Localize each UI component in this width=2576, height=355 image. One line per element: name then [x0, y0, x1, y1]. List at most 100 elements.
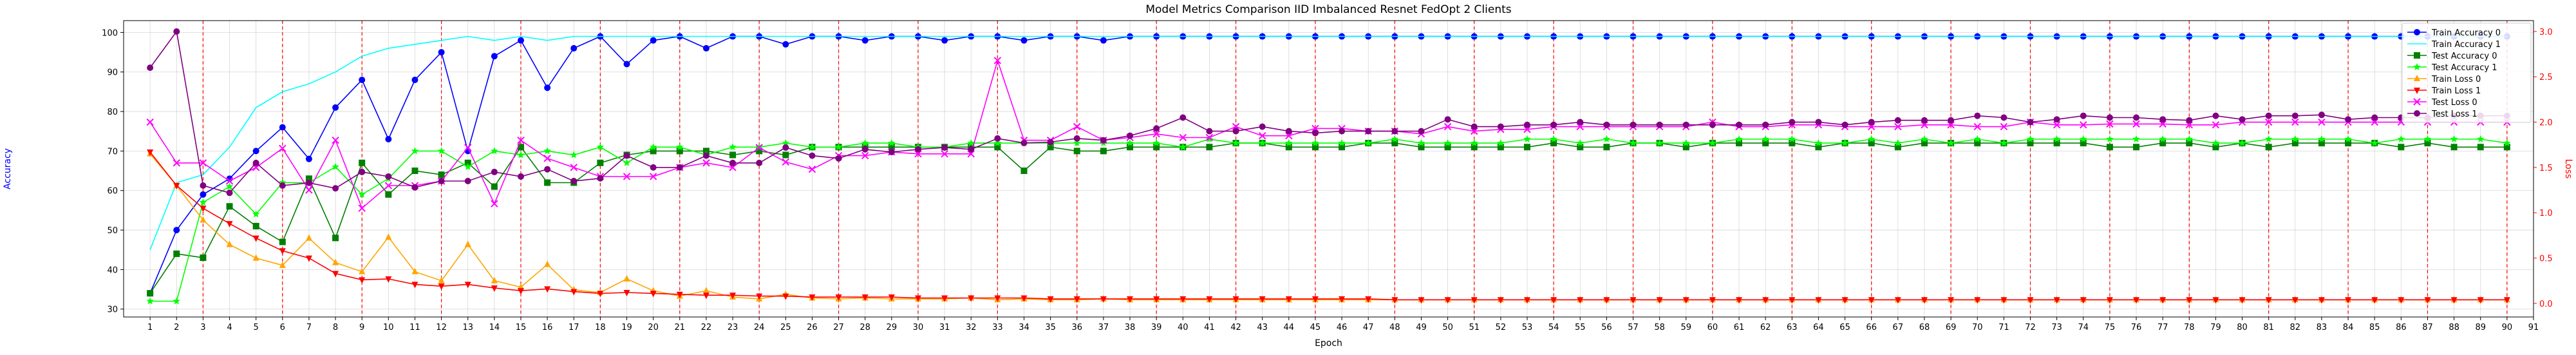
data-point [2133, 297, 2140, 304]
data-point [1550, 297, 1557, 304]
x-tick-label: 17 [569, 323, 579, 332]
x-tick-label: 76 [2131, 323, 2142, 332]
data-point [809, 294, 816, 302]
data-point [1550, 135, 1557, 142]
x-tick-label: 27 [833, 323, 844, 332]
data-point [1550, 140, 1557, 147]
data-point [1894, 144, 1901, 151]
x-tick-label: 61 [1734, 323, 1745, 332]
data-point [517, 136, 525, 144]
data-point [2414, 29, 2420, 35]
data-point [2159, 116, 2167, 123]
data-point [2080, 135, 2087, 142]
x-tick-label: 8 [333, 323, 338, 332]
data-point [279, 182, 286, 189]
data-point [1736, 297, 1743, 304]
data-point [2345, 297, 2352, 304]
data-point [1948, 297, 1955, 304]
data-point [411, 184, 418, 191]
data-point [676, 291, 683, 298]
data-point [1259, 296, 1266, 303]
x-tick-label: 63 [1787, 323, 1798, 332]
x-tick-label: 14 [489, 323, 500, 332]
data-point [808, 165, 816, 173]
data-point [756, 148, 763, 155]
data-point [2000, 297, 2007, 304]
data-point [252, 210, 260, 218]
data-point [2053, 135, 2061, 142]
data-point [2080, 140, 2087, 147]
data-point [861, 37, 869, 44]
data-point [570, 44, 578, 52]
x-tick-label: 29 [887, 323, 898, 332]
data-point [517, 144, 524, 151]
data-point [1656, 121, 1663, 128]
data-point [252, 159, 259, 166]
data-point [649, 173, 657, 180]
data-point [2371, 297, 2378, 304]
x-tick-label: 21 [674, 323, 685, 332]
x-tick-label: 53 [1522, 323, 1533, 332]
data-point [994, 144, 1001, 151]
x-tick-label: 5 [254, 323, 259, 332]
x-tick-label: 39 [1151, 323, 1162, 332]
legend-label: Test Accuracy 0 [2431, 52, 2497, 61]
data-point [888, 294, 895, 302]
data-point [968, 295, 975, 302]
data-point [2291, 112, 2299, 119]
legend-item: Test Accuracy 0 [2407, 52, 2497, 61]
data-point [358, 190, 366, 198]
x-tick-label: 90 [2502, 323, 2513, 332]
data-point [967, 139, 975, 146]
data-point [1656, 297, 1663, 304]
y-axis-label-right: Loss [2563, 159, 2573, 179]
data-point [1603, 121, 1610, 128]
data-point [332, 162, 339, 170]
data-point [650, 148, 657, 155]
data-point [1630, 297, 1637, 304]
data-point [2477, 297, 2484, 304]
data-point [332, 258, 339, 265]
x-tick-label: 2 [174, 323, 179, 332]
data-point [2186, 117, 2193, 124]
data-point [2212, 121, 2220, 129]
data-point [1629, 139, 1637, 146]
data-point [2000, 114, 2007, 121]
x-tick-label: 59 [1681, 323, 1692, 332]
data-point [2027, 119, 2034, 126]
x-tick-label: 11 [409, 323, 420, 332]
legend-label: Train Accuracy 0 [2431, 28, 2501, 38]
x-tick-label: 56 [1601, 323, 1612, 332]
data-point [147, 64, 154, 72]
data-point [305, 186, 313, 194]
data-point [1285, 128, 1292, 135]
data-point [2212, 112, 2219, 119]
legend-item: Train Loss 1 [2407, 86, 2481, 96]
data-point [544, 286, 551, 293]
data-point [1152, 130, 1160, 138]
series-line [149, 30, 2507, 194]
data-point [305, 155, 312, 162]
data-point [729, 159, 737, 166]
data-point [2239, 116, 2246, 123]
data-point [438, 49, 445, 56]
data-point [544, 166, 551, 173]
x-tick-label: 37 [1098, 323, 1109, 332]
data-point [2133, 144, 2140, 151]
data-point [1921, 140, 1928, 147]
data-point [1815, 297, 1822, 304]
data-point [1841, 121, 1848, 128]
data-point [993, 57, 1002, 64]
data-point [1894, 122, 1902, 131]
x-tick-label: 19 [621, 323, 632, 332]
x-tick-label: 3 [200, 323, 205, 332]
data-point [1868, 140, 1875, 147]
data-point [729, 151, 737, 158]
data-point [1815, 144, 1822, 151]
x-tick-label: 89 [2475, 323, 2486, 332]
data-point [1709, 297, 1716, 304]
x-tick-label: 75 [2105, 323, 2116, 332]
x-tick-label: 51 [1469, 323, 1480, 332]
data-point [385, 136, 392, 142]
y-tick-label-right: 3.0 [2539, 28, 2553, 37]
